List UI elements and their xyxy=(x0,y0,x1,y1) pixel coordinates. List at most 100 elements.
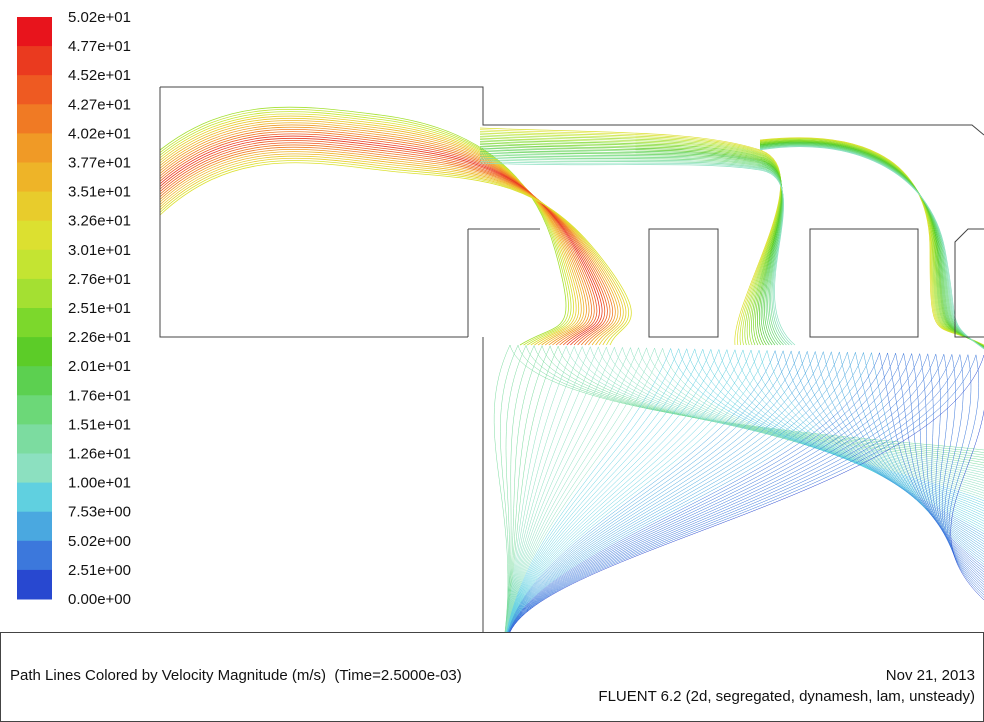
path-line xyxy=(508,351,984,633)
colorbar-label: 2.01e+01 xyxy=(68,358,131,375)
path-line xyxy=(508,352,984,633)
footer-box xyxy=(0,632,984,722)
colorbar-band xyxy=(17,104,52,134)
path-line xyxy=(507,350,984,633)
path-line xyxy=(507,351,984,633)
path-line xyxy=(479,142,984,348)
path-line xyxy=(159,115,577,346)
path-line xyxy=(505,346,984,633)
path-line xyxy=(159,155,624,346)
path-line xyxy=(505,346,984,633)
footer-solver: FLUENT 6.2 (2d, segregated, dynamesh, la… xyxy=(598,688,975,705)
colorbar-band xyxy=(17,249,52,280)
path-line xyxy=(479,134,984,347)
path-line xyxy=(507,351,984,633)
colorbar-label: 4.02e+01 xyxy=(68,125,131,142)
colorbar-band xyxy=(17,17,52,47)
path-line xyxy=(159,137,603,346)
path-line xyxy=(509,353,984,633)
geometry xyxy=(159,86,984,632)
colorbar-label: 2.51e+01 xyxy=(68,300,131,317)
path-line xyxy=(509,353,984,633)
path-line xyxy=(507,351,984,633)
colorbar-label: 1.00e+01 xyxy=(68,475,131,492)
path-line xyxy=(505,345,984,633)
path-line xyxy=(508,352,984,633)
colorbar-band xyxy=(17,162,52,193)
path-line xyxy=(159,111,572,346)
path-line xyxy=(159,133,598,346)
path-line xyxy=(509,354,984,633)
path-line xyxy=(159,162,632,346)
colorbar-band xyxy=(17,133,52,163)
path-line xyxy=(159,131,595,346)
path-line xyxy=(479,141,984,348)
colorbar-label: 4.27e+01 xyxy=(68,96,131,113)
colorbar-band xyxy=(17,46,52,76)
colorbar-band xyxy=(17,424,52,454)
path-line xyxy=(509,354,984,633)
path-line xyxy=(479,141,984,348)
path-line xyxy=(509,354,984,633)
path-line xyxy=(508,352,984,633)
colorbar-label: 1.26e+01 xyxy=(68,445,131,462)
colorbar-band xyxy=(17,511,52,542)
path-line xyxy=(506,349,984,633)
path-line xyxy=(508,352,984,633)
path-line xyxy=(159,142,608,346)
path-line xyxy=(159,113,574,346)
path-line xyxy=(508,352,984,633)
wall xyxy=(159,86,984,632)
colorbar-label: 3.51e+01 xyxy=(68,184,131,201)
colorbar-band xyxy=(17,75,52,105)
colorbar-band xyxy=(17,395,52,425)
path-line xyxy=(508,351,984,633)
path-line xyxy=(159,122,585,346)
path-line xyxy=(479,142,984,348)
colorbar-band xyxy=(17,191,52,222)
colorbar-band xyxy=(17,308,52,338)
path-line xyxy=(508,353,984,633)
footer-date: Nov 21, 2013 xyxy=(886,667,975,684)
colorbar-band xyxy=(17,569,52,600)
path-line xyxy=(159,151,619,346)
path-line xyxy=(505,345,984,633)
path-line xyxy=(159,140,606,346)
colorbar-label: 2.51e+00 xyxy=(68,562,131,579)
path-line xyxy=(506,349,984,633)
path-line xyxy=(507,349,984,633)
path-line xyxy=(505,346,984,633)
colorbar-label: 3.77e+01 xyxy=(68,154,131,171)
path-line xyxy=(159,126,590,346)
path-line xyxy=(509,354,984,633)
footer-title: Path Lines Colored by Velocity Magnitude… xyxy=(10,667,462,684)
path-line xyxy=(159,106,567,346)
colorbar: 5.02e+01 4.77e+01 4.52e+01 4.27e+01 4.02e+01… xyxy=(17,9,131,608)
path-line xyxy=(159,157,627,346)
path-line xyxy=(479,140,984,347)
path-line xyxy=(505,346,984,633)
colorbar-label: 3.01e+01 xyxy=(68,242,131,259)
colorbar-band xyxy=(17,278,52,309)
path-line xyxy=(506,348,984,633)
path-line xyxy=(507,350,984,633)
path-line xyxy=(159,124,587,346)
path-line xyxy=(479,142,984,348)
path-line xyxy=(479,127,984,346)
colorbar-band xyxy=(17,540,52,571)
colorbar-label: 3.26e+01 xyxy=(68,213,131,230)
path-line xyxy=(507,350,984,633)
colorbar-band xyxy=(17,453,52,484)
colorbar-label: 2.26e+01 xyxy=(68,329,131,346)
path-line xyxy=(159,117,580,346)
colorbar-label: 1.76e+01 xyxy=(68,387,131,404)
path-line xyxy=(509,354,984,633)
colorbar-label: 5.02e+00 xyxy=(68,533,131,550)
path-line xyxy=(507,349,984,633)
colorbar-label: 2.76e+01 xyxy=(68,271,131,288)
path-line xyxy=(505,346,984,633)
path-line xyxy=(159,144,611,346)
path-line xyxy=(159,135,600,346)
path-line xyxy=(479,146,984,350)
